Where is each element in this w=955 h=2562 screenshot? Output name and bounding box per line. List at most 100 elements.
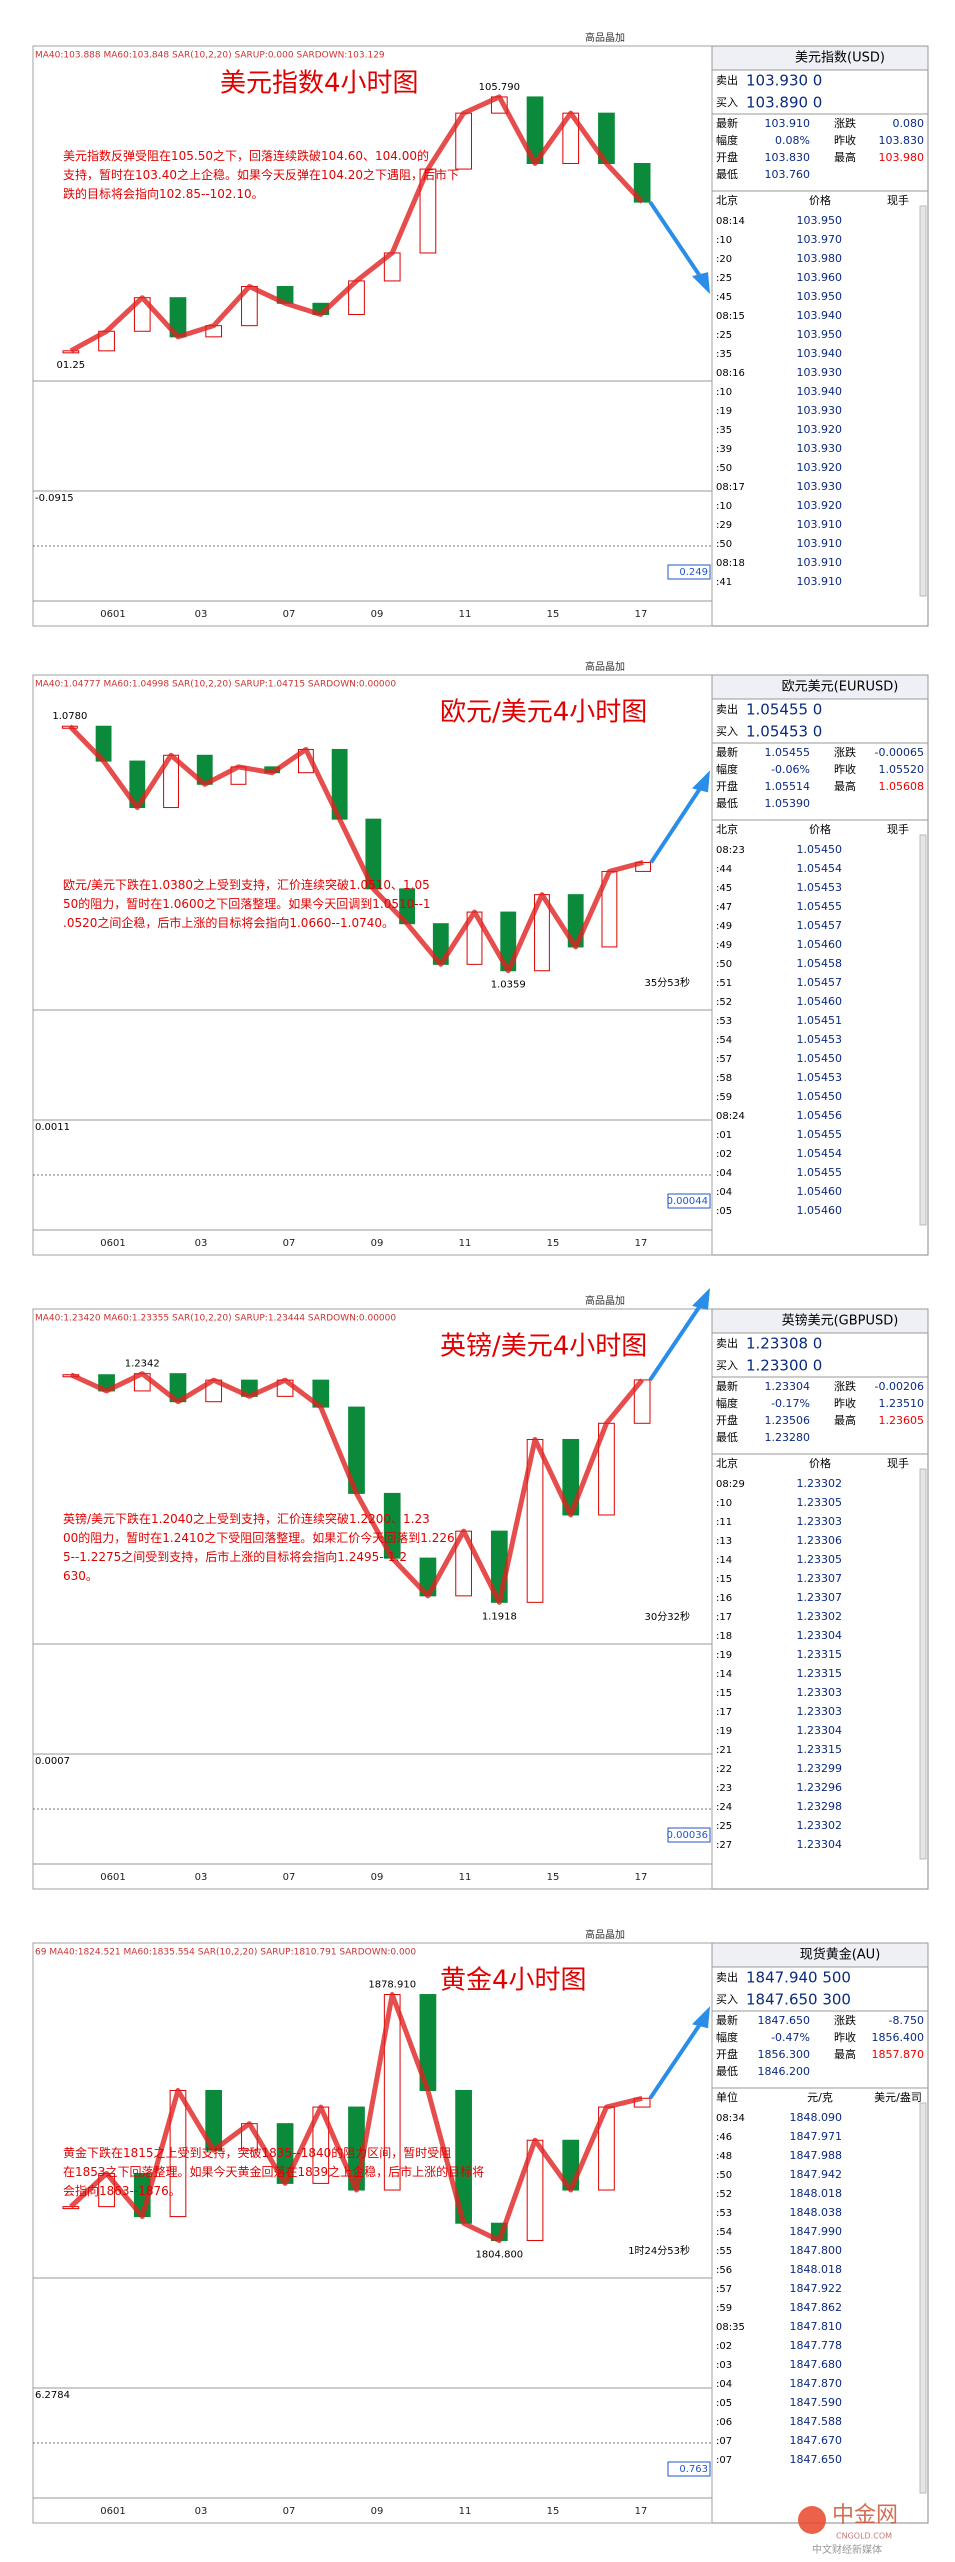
chart-area — [32, 1308, 713, 1890]
tick-time: :17 — [716, 1707, 732, 1718]
stat-value: -0.06% — [771, 763, 810, 776]
stat-value: 103.760 — [765, 168, 811, 181]
stat-value: 0.080 — [893, 117, 925, 130]
countdown: 35分53秒 — [645, 976, 690, 989]
tick-price: 1.05460 — [797, 938, 843, 951]
osc-label: -0.0915 — [35, 493, 74, 504]
stat-label: 涨跌 — [834, 745, 856, 759]
stat-value: -0.17% — [771, 1397, 810, 1410]
stat-value: -8.750 — [889, 2014, 924, 2027]
tick-price: 1.05460 — [797, 1204, 843, 1217]
tick-time: :29 — [716, 520, 732, 531]
tick-price: 103.920 — [797, 423, 843, 436]
tick-time: :57 — [716, 2284, 732, 2295]
stat-label: 最新 — [716, 1379, 738, 1393]
stat-value: 1856.400 — [872, 2031, 925, 2044]
panel: 高品晶加 69 MA40:1824.521 MA60:1835.554 SAR(1… — [32, 1928, 929, 2524]
tick-price: 103.910 — [797, 575, 843, 588]
macd-label: 0.00044 — [667, 1196, 708, 1207]
tick-price: 103.910 — [797, 518, 843, 531]
tick-time: :50 — [716, 539, 732, 550]
tick-header: 北京 — [716, 193, 738, 207]
macd-box — [667, 1827, 711, 1843]
tick-time: :01 — [716, 1130, 732, 1141]
tick-price: 1.05456 — [797, 1109, 843, 1122]
stat-label: 最低 — [716, 2065, 738, 2078]
annotation: 黄金下跌在1815之上受到支持，突破1835--1840的阻力区间，暂时受阻在1… — [63, 2145, 484, 2198]
stat-value: -0.47% — [771, 2031, 810, 2044]
tick-price: 1.05458 — [797, 957, 843, 970]
stat-label: 最低 — [716, 1431, 738, 1444]
tick-time: :48 — [716, 2151, 732, 2162]
x-axis-label: 03 — [195, 1872, 208, 1883]
stat-label: 开盘 — [716, 779, 738, 793]
tick-price: 1.23303 — [797, 1705, 843, 1718]
watermark-logo — [798, 2506, 826, 2534]
tick-price: 103.940 — [797, 385, 843, 398]
tick-time: :19 — [716, 1726, 732, 1737]
tick-time: :45 — [716, 883, 732, 894]
panel: 高品晶加 MA40:1.23420 MA60:1.23355 SAR(10,2,2… — [32, 1287, 929, 1890]
chart-title: 欧元/美元4小时图 — [440, 698, 647, 728]
x-axis-label: 09 — [371, 1238, 384, 1249]
tick-price: 1.05455 — [797, 1166, 843, 1179]
annotation: 欧元/美元下跌在1.0380之上受到支持，汇价连续突破1.0510、1.05 50… — [63, 877, 431, 930]
tick-price: 1.23307 — [797, 1591, 843, 1604]
tick-price: 1.23315 — [797, 1667, 843, 1680]
tick-time: :59 — [716, 2303, 732, 2314]
tick-time: :02 — [716, 1149, 732, 1160]
stat-value: -0.00065 — [875, 746, 924, 759]
stat-value: 1.05608 — [879, 780, 925, 793]
chart-area — [32, 674, 713, 1256]
tick-price: 1.23298 — [797, 1800, 843, 1813]
tick-price: 1.23305 — [797, 1553, 843, 1566]
tick-time: :06 — [716, 2417, 732, 2428]
quote-buy-label: 买入 — [716, 1359, 738, 1372]
quote-sell-value: 103.930 0 — [746, 72, 822, 90]
stat-value: 1846.200 — [758, 2065, 811, 2078]
tick-time: :24 — [716, 1802, 732, 1813]
tick-time: 08:16 — [716, 368, 745, 379]
tick-time: :55 — [716, 2246, 732, 2257]
osc-label: 0.0007 — [35, 1756, 70, 1767]
chart-area — [32, 1942, 713, 2524]
tick-price: 103.950 — [797, 290, 843, 303]
tick-price: 1847.650 — [790, 2453, 843, 2466]
chart-title: 美元指数4小时图 — [220, 69, 419, 99]
x-axis-label: 07 — [283, 609, 296, 620]
x-axis-label: 11 — [459, 609, 472, 620]
x-axis-label: 03 — [195, 2506, 208, 2517]
stat-value: 1.05455 — [765, 746, 811, 759]
tick-price: 1847.870 — [790, 2377, 843, 2390]
tick-time: :52 — [716, 2189, 732, 2200]
trend-arrow — [68, 724, 644, 974]
tick-header: 元/克 — [807, 2091, 833, 2104]
panel: 高品晶加 MA40:103.888 MA60:103.848 SAR(10,2,2… — [32, 31, 929, 627]
tick-price: 1.05455 — [797, 1128, 843, 1141]
tick-time: :25 — [716, 273, 732, 284]
projection-head — [692, 2006, 710, 2029]
projection-head — [692, 770, 710, 793]
macd-box — [667, 564, 711, 580]
macd-label: 0.00036 — [667, 1830, 708, 1841]
tick-time: :05 — [716, 1206, 732, 1217]
tick-price: 103.910 — [797, 537, 843, 550]
tick-time: :02 — [716, 2341, 732, 2352]
tick-time: :07 — [716, 2436, 732, 2447]
stat-label: 最高 — [834, 779, 856, 793]
tick-price: 1.23296 — [797, 1781, 843, 1794]
stat-label: 最新 — [716, 745, 738, 759]
stat-value: 1847.650 — [758, 2014, 811, 2027]
stat-label: 幅度 — [716, 2030, 738, 2044]
tick-time: :53 — [716, 1016, 732, 1027]
quote-sell-label: 卖出 — [716, 1970, 738, 1984]
tick-price: 1848.090 — [790, 2111, 843, 2124]
stat-value: 1.23280 — [765, 1431, 811, 1444]
osc-label: 6.2784 — [35, 2390, 70, 2401]
tick-time: :21 — [716, 1745, 732, 1756]
tick-price: 1848.018 — [790, 2187, 843, 2200]
annotation: 美元指数反弹受阻在105.50之下，回落连续跌破104.60、104.00的支持… — [63, 148, 459, 201]
tick-price: 1847.800 — [790, 2244, 843, 2257]
x-axis-label: 17 — [635, 1872, 648, 1883]
tick-price: 1.05451 — [797, 1014, 843, 1027]
